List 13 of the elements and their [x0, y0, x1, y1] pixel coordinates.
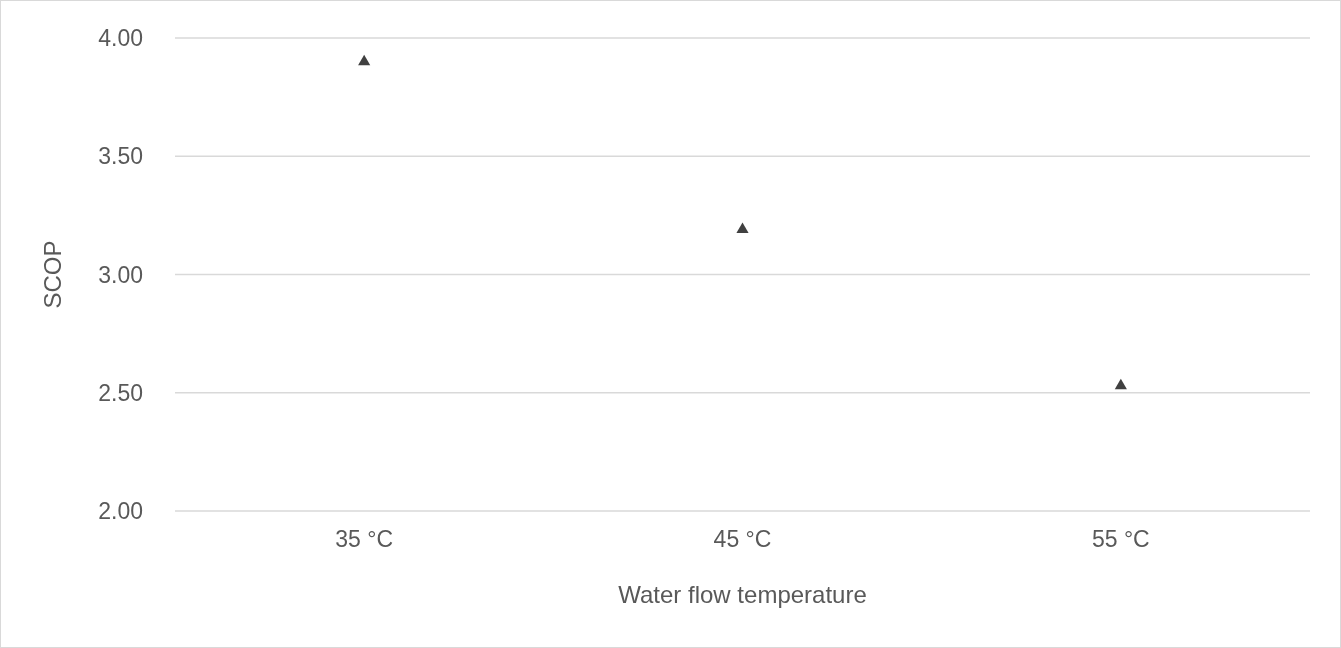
- y-tick-label: 3.50: [98, 143, 143, 170]
- point: [358, 54, 371, 66]
- y-tick-label: 3.00: [98, 261, 143, 288]
- x-tick-label: 55 °C: [1091, 526, 1150, 553]
- x-tick-label: 45 °C: [713, 526, 772, 553]
- y-tick-label: 2.50: [98, 379, 143, 406]
- y-tick-label: 4.00: [98, 25, 143, 52]
- y-axis-title: SCOP: [38, 240, 66, 309]
- point: [736, 222, 749, 234]
- point: [1114, 378, 1127, 390]
- y-tick-label: 2.00: [98, 498, 143, 525]
- x-tick-label: 35 °C: [335, 526, 394, 553]
- x-axis-title: Water flow temperature: [618, 581, 867, 608]
